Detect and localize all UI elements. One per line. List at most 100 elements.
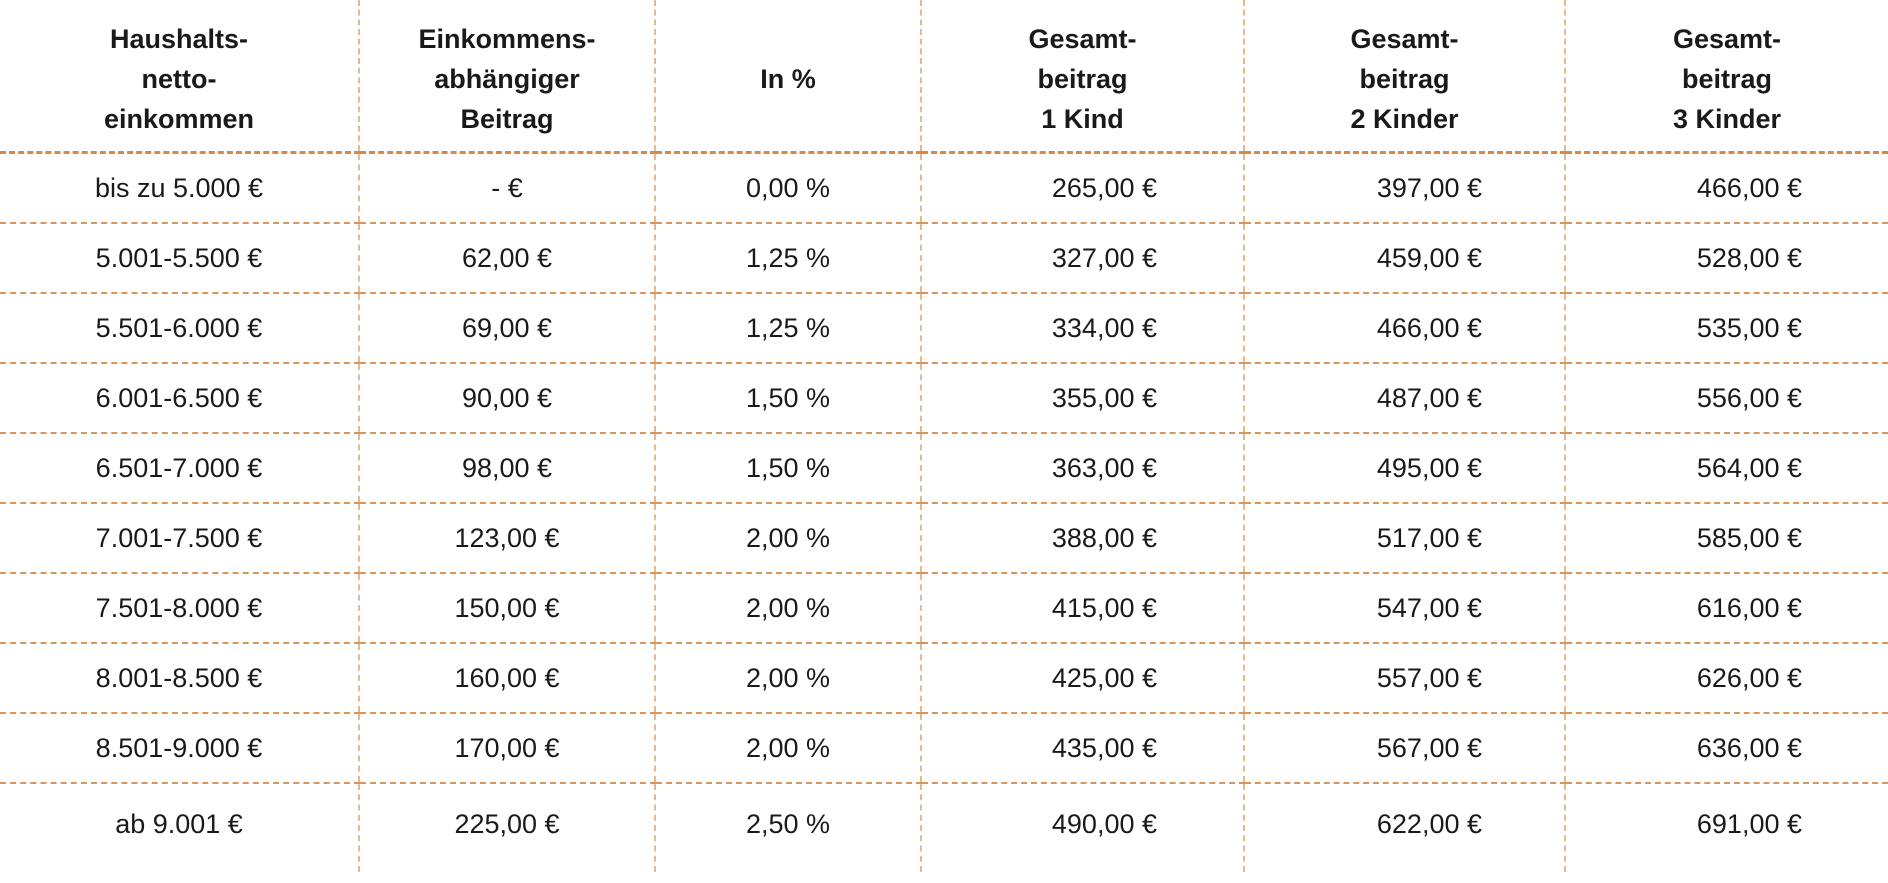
table-row: 7.501-8.000 € 150,00 € 2,00 % 415,00 € 547,0… — [0, 573, 1888, 644]
cell-value: 5.501-6.000 € — [95, 312, 263, 343]
income-contribution-cell: 62,00 € — [358, 223, 655, 294]
cell-value: 397,00 € — [1376, 172, 1482, 203]
header-gesamtbeitrag-1-kind: Gesamt- beitrag 1 Kind — [920, 0, 1244, 154]
total-1-kind-cell: 425,00 € — [920, 643, 1244, 714]
cell-value: 123,00 € — [454, 522, 560, 553]
cell-value: 265,00 € — [1051, 172, 1157, 203]
cell-value: 459,00 € — [1376, 242, 1482, 273]
header-label: Gesamt- beitrag 3 Kinder — [1672, 23, 1782, 134]
table-row: 7.001-7.500 € 123,00 € 2,00 % 388,00 € 517,0… — [0, 503, 1888, 574]
cell-value: 225,00 € — [454, 808, 560, 839]
cell-value: 626,00 € — [1696, 662, 1802, 693]
cell-value: 170,00 € — [454, 732, 560, 763]
cell-value: 355,00 € — [1051, 382, 1157, 413]
table-row: bis zu 5.000 € - € 0,00 % 265,00 € 397,00 € 4… — [0, 152, 1888, 224]
cell-value: 556,00 € — [1696, 382, 1802, 413]
cell-value: 2,00 % — [745, 662, 831, 693]
cell-value: 98,00 € — [461, 452, 553, 483]
percent-cell: 0,00 % — [654, 152, 921, 224]
cell-value: 535,00 € — [1696, 312, 1802, 343]
total-2-kinder-cell: 567,00 € — [1243, 713, 1565, 784]
cell-value: 517,00 € — [1376, 522, 1482, 553]
percent-cell: 2,00 % — [654, 713, 921, 784]
cell-value: 2,00 % — [745, 522, 831, 553]
header-label: In % — [760, 63, 816, 94]
income-range-cell: 8.001-8.500 € — [0, 643, 359, 714]
table-row: 6.001-6.500 € 90,00 € 1,50 % 355,00 € 487,00… — [0, 363, 1888, 434]
income-range-cell: 7.501-8.000 € — [0, 573, 359, 644]
cell-value: 528,00 € — [1696, 242, 1802, 273]
cell-value: 327,00 € — [1051, 242, 1157, 273]
header-row: Haushalts- netto- einkommen Einkommens- … — [0, 0, 1888, 154]
income-contribution-cell: 225,00 € — [358, 783, 655, 872]
header-label: Einkommens- abhängiger Beitrag — [418, 23, 596, 134]
total-1-kind-cell: 388,00 € — [920, 503, 1244, 574]
table-row: 5.001-5.500 € 62,00 € 1,25 % 327,00 € 459,00… — [0, 223, 1888, 294]
header-label: Gesamt- beitrag 2 Kinder — [1350, 23, 1459, 134]
header-gesamtbeitrag-3-kinder: Gesamt- beitrag 3 Kinder — [1564, 0, 1888, 154]
cell-value: 415,00 € — [1051, 592, 1157, 623]
total-2-kinder-cell: 459,00 € — [1243, 223, 1565, 294]
income-contribution-cell: 123,00 € — [358, 503, 655, 574]
cell-value: 2,00 % — [745, 732, 831, 763]
percent-cell: 2,00 % — [654, 573, 921, 644]
header-einkommensabhaengiger-beitrag: Einkommens- abhängiger Beitrag — [358, 0, 655, 154]
percent-cell: 2,00 % — [654, 643, 921, 714]
cell-value: 2,50 % — [745, 808, 831, 839]
cell-value: 1,50 % — [745, 382, 831, 413]
total-1-kind-cell: 334,00 € — [920, 293, 1244, 364]
table-row: 8.001-8.500 € 160,00 € 2,00 % 425,00 € 557,0… — [0, 643, 1888, 714]
cell-value: 564,00 € — [1696, 452, 1802, 483]
cell-value: 567,00 € — [1376, 732, 1482, 763]
cell-value: 7.501-8.000 € — [95, 592, 263, 623]
table-row: 8.501-9.000 € 170,00 € 2,00 % 435,00 € 567,0… — [0, 713, 1888, 784]
cell-value: bis zu 5.000 € — [94, 172, 264, 203]
cell-value: 585,00 € — [1696, 522, 1802, 553]
cell-value: 62,00 € — [461, 242, 553, 273]
total-3-kinder-cell: 616,00 € — [1564, 573, 1888, 644]
total-2-kinder-cell: 547,00 € — [1243, 573, 1565, 644]
income-contribution-cell: 160,00 € — [358, 643, 655, 714]
total-1-kind-cell: 435,00 € — [920, 713, 1244, 784]
total-1-kind-cell: 415,00 € — [920, 573, 1244, 644]
header-haushaltsnettoeinkommen: Haushalts- netto- einkommen — [0, 0, 359, 154]
cell-value: - € — [491, 172, 523, 203]
percent-cell: 1,25 % — [654, 223, 921, 294]
cell-value: 363,00 € — [1051, 452, 1157, 483]
total-3-kinder-cell: 556,00 € — [1564, 363, 1888, 434]
cell-value: 435,00 € — [1051, 732, 1157, 763]
cell-value: 547,00 € — [1376, 592, 1482, 623]
total-1-kind-cell: 265,00 € — [920, 152, 1244, 224]
percent-cell: 2,50 % — [654, 783, 921, 872]
cell-value: 6.501-7.000 € — [95, 452, 263, 483]
table-row: 5.501-6.000 € 69,00 € 1,25 % 334,00 € 466,00… — [0, 293, 1888, 364]
income-range-cell: 8.501-9.000 € — [0, 713, 359, 784]
total-2-kinder-cell: 397,00 € — [1243, 152, 1565, 224]
cell-value: 636,00 € — [1696, 732, 1802, 763]
total-3-kinder-cell: 535,00 € — [1564, 293, 1888, 364]
cell-value: 490,00 € — [1051, 808, 1157, 839]
cell-value: 388,00 € — [1051, 522, 1157, 553]
income-contribution-cell: - € — [358, 152, 655, 224]
income-contribution-cell: 98,00 € — [358, 433, 655, 504]
total-3-kinder-cell: 626,00 € — [1564, 643, 1888, 714]
cell-value: 90,00 € — [461, 382, 553, 413]
total-2-kinder-cell: 487,00 € — [1243, 363, 1565, 434]
percent-cell: 2,00 % — [654, 503, 921, 574]
cell-value: 6.001-6.500 € — [95, 382, 263, 413]
income-range-cell: 6.001-6.500 € — [0, 363, 359, 434]
cell-value: 160,00 € — [454, 662, 560, 693]
income-contribution-cell: 69,00 € — [358, 293, 655, 364]
header-label: Gesamt- beitrag 1 Kind — [1028, 23, 1137, 134]
cell-value: 495,00 € — [1376, 452, 1482, 483]
cell-value: 466,00 € — [1696, 172, 1802, 203]
income-range-cell: 6.501-7.000 € — [0, 433, 359, 504]
total-2-kinder-cell: 557,00 € — [1243, 643, 1565, 714]
cell-value: 334,00 € — [1051, 312, 1157, 343]
cell-value: 150,00 € — [454, 592, 560, 623]
income-contribution-cell: 170,00 € — [358, 713, 655, 784]
income-range-cell: 7.001-7.500 € — [0, 503, 359, 574]
cell-value: 2,00 % — [745, 592, 831, 623]
table-body: bis zu 5.000 € - € 0,00 % 265,00 € 397,00 € 4… — [0, 152, 1888, 872]
